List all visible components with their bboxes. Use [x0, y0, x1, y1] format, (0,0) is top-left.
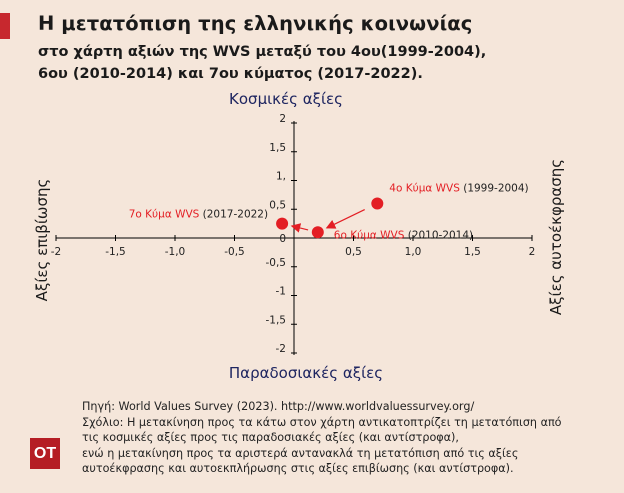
trend-arrow	[325, 209, 365, 229]
y-tick-label: 0,5	[269, 199, 286, 211]
y-tick-label: 1,	[276, 171, 286, 183]
x-tick-label: 2	[529, 246, 536, 258]
ot-logo: ΟΤ	[30, 438, 60, 469]
axis-label-right: Αξίες αυτοέκφρασης	[547, 158, 565, 316]
wave-name: 6ο Κύμα WVS	[334, 229, 408, 241]
y-tick-label: -0,5	[266, 257, 287, 269]
chart-subtitle: στο χάρτη αξιών της WVS μεταξύ του 4ου(1…	[38, 41, 598, 85]
axis-label-top: Κοσμικές αξίες	[229, 90, 343, 108]
y-tick-label: -1,5	[266, 314, 287, 326]
wave-period: (2010-2014)	[408, 229, 473, 241]
note-line: αυτοέκφρασης και αυτοεκπλήρωσης στις αξί…	[82, 462, 514, 475]
y-tick-label: 0	[279, 233, 286, 245]
subtitle-line: 6ου (2010-2014) και 7ου κύματος (2017-20…	[38, 66, 423, 82]
y-tick-label: -2	[276, 343, 286, 355]
chart-title: Η μετατόπιση της ελληνικής κοινωνίας	[38, 12, 473, 35]
footer-notes: Πηγή: World Values Survey (2023). http:/…	[82, 399, 622, 477]
x-tick-label: 1,5	[464, 246, 481, 258]
x-tick-label: -1,5	[105, 246, 126, 258]
x-tick-label: -1,0	[165, 246, 186, 258]
data-point	[311, 226, 324, 239]
y-tick-label: -1	[276, 286, 286, 298]
x-tick-label: -2	[51, 246, 61, 258]
data-point	[371, 197, 384, 210]
data-point-label: 7ο Κύμα WVS (2017-2022)	[129, 209, 268, 221]
axis-label-bottom: Παραδοσιακές αξίες	[228, 364, 384, 382]
y-tick-label: 1,5	[269, 142, 286, 154]
data-point-label: 6ο Κύμα WVS (2010-2014)	[334, 229, 473, 241]
title-accent-bar	[0, 13, 10, 39]
axis-label-left: Αξίες επιβίωσης	[33, 178, 51, 302]
note-line: Σχόλιο: Η μετακίνηση προς τα κάτω στον χ…	[82, 415, 562, 429]
trend-arrow	[290, 223, 309, 233]
x-tick-label: 0,5	[345, 246, 362, 258]
wave-period: (1999-2004)	[463, 183, 528, 195]
data-point	[276, 217, 289, 230]
y-tick-label: 2	[279, 113, 286, 125]
subtitle-line: στο χάρτη αξιών της WVS μεταξύ του 4ου(1…	[38, 44, 487, 60]
x-tick-label: 1,0	[405, 246, 422, 258]
wave-name: 4ο Κύμα WVS	[389, 183, 463, 195]
source-line: Πηγή: World Values Survey (2023). http:/…	[82, 400, 475, 413]
data-point-label: 4ο Κύμα WVS (1999-2004)	[389, 183, 528, 195]
note-line: ενώ η μετακίνηση προς τα αριστερά αντανα…	[82, 446, 519, 460]
wave-period: (2017-2022)	[203, 209, 268, 221]
wave-name: 7ο Κύμα WVS	[129, 209, 203, 221]
x-tick-label: -0,5	[224, 246, 245, 258]
note-line: τις κοσμικές αξίες προς τις παραδοσιακές…	[82, 431, 459, 444]
